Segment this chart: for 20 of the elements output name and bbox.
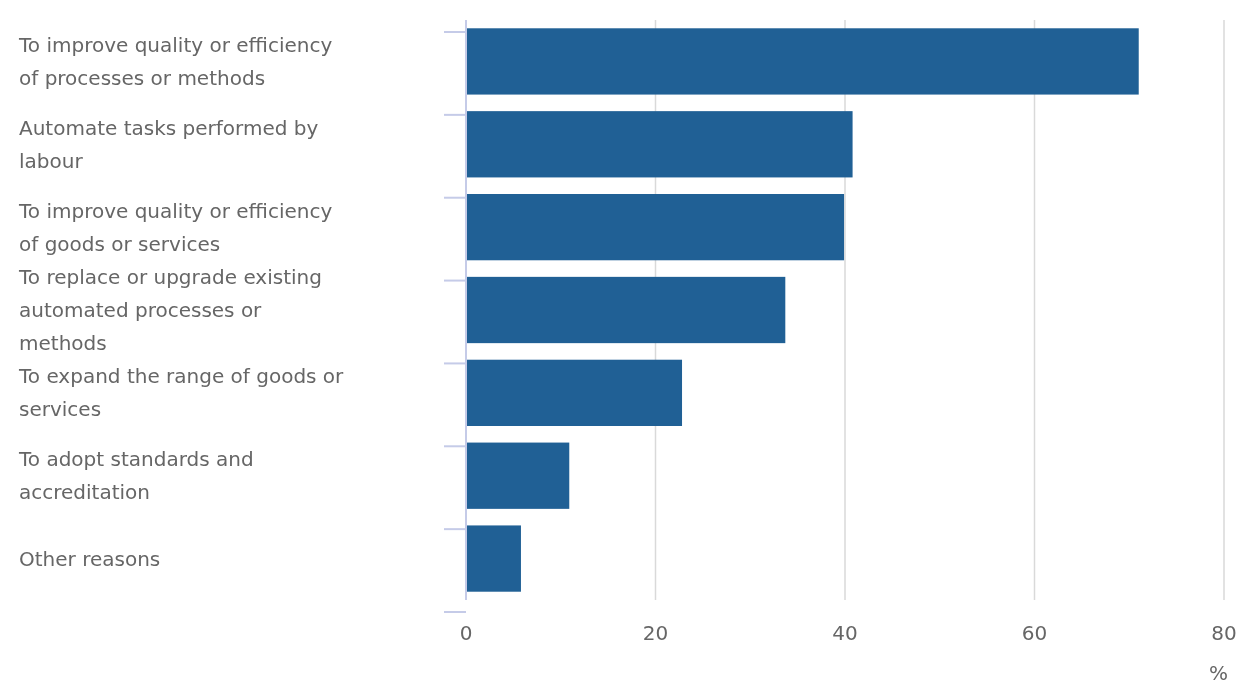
y-tick-label: Other reasons bbox=[19, 546, 161, 571]
y-tick-label: Automate tasks performed by labour bbox=[19, 115, 319, 173]
y-tick-label: To improve quality or efficiency of goods or services bbox=[18, 198, 333, 256]
y-tick-label: To adopt standards and accreditation bbox=[18, 447, 254, 505]
bar bbox=[466, 28, 1139, 95]
x-tick-label: 60 bbox=[1021, 621, 1048, 645]
bar bbox=[466, 276, 786, 344]
x-tick-label: 0 bbox=[459, 621, 473, 645]
y-tick-label: To replace or upgrade existing automated processes or methods bbox=[18, 265, 322, 355]
bar bbox=[466, 525, 521, 592]
bar bbox=[466, 111, 853, 178]
bar bbox=[466, 442, 570, 509]
bar bbox=[466, 359, 683, 426]
bar bbox=[466, 194, 845, 261]
x-tick-label: 20 bbox=[642, 621, 669, 645]
x-tick-label: 40 bbox=[832, 621, 858, 645]
y-tick-label: To improve quality or efficiency of processes or methods bbox=[18, 32, 333, 90]
x-axis-title: % bbox=[1208, 661, 1228, 685]
y-tick-label: To expand the range of goods or services bbox=[18, 364, 345, 422]
x-tick-label: 80 bbox=[1211, 621, 1237, 645]
